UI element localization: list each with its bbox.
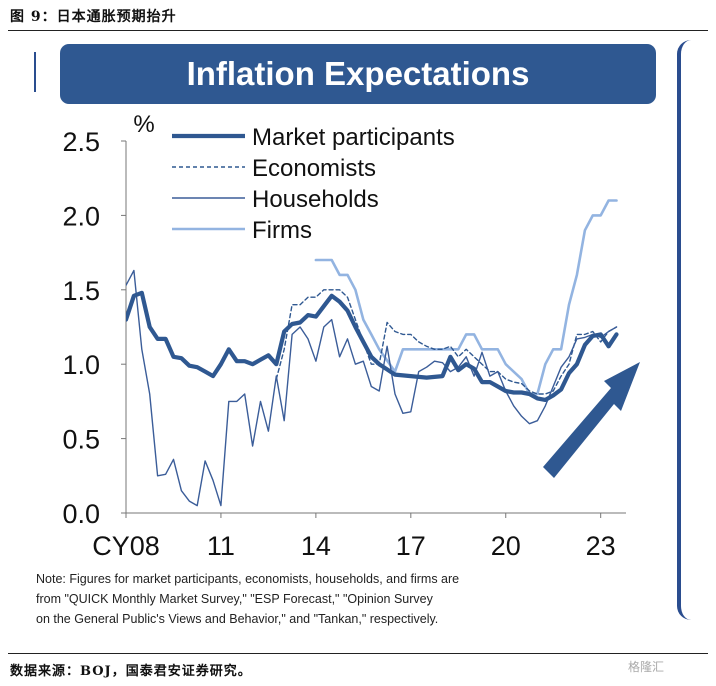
note-line: on the General Public's Views and Behavi… bbox=[36, 612, 439, 626]
top-rule bbox=[8, 30, 708, 31]
x-tick-label: 11 bbox=[207, 531, 235, 561]
legend-label-market-participants: Market participants bbox=[252, 124, 455, 151]
legend-label-economists: Economists bbox=[252, 155, 376, 182]
x-tick-label: 23 bbox=[586, 531, 616, 561]
y-tick-label: 0.5 bbox=[62, 425, 100, 455]
chart-title: Inflation Expectations bbox=[186, 55, 530, 92]
series-line-market-participants bbox=[126, 290, 619, 402]
chart-title-banner: Inflation Expectations bbox=[60, 44, 656, 104]
series-line-economists bbox=[275, 289, 618, 395]
chart-note: Note: Figures for market participants, e… bbox=[36, 569, 676, 629]
legend-label-firms: Firms bbox=[252, 217, 312, 244]
note-line: from "QUICK Monthly Market Survey," "ESP… bbox=[36, 592, 433, 606]
axes: 0.0 0.5 1.0 1.5 2.0 2.5 CY08 11 14 17 20 23% bbox=[62, 111, 626, 561]
bottom-rule bbox=[8, 653, 708, 654]
y-tick-label: 2.0 bbox=[62, 201, 100, 231]
arrow-shape bbox=[543, 362, 640, 478]
x-tick-label: 14 bbox=[301, 531, 331, 561]
y-tick-label: 0.0 bbox=[62, 499, 100, 529]
y-tick-label: 1.0 bbox=[62, 350, 100, 380]
source-text: 数据来源：BOJ，国泰君安证券研究。 bbox=[10, 664, 252, 679]
series-line-firms bbox=[314, 199, 618, 396]
left-frame-accent bbox=[34, 52, 42, 92]
y-tick-label: 2.5 bbox=[62, 127, 100, 157]
x-tick-label: CY08 bbox=[92, 531, 160, 561]
note-line: Note: Figures for market participants, e… bbox=[36, 572, 460, 586]
y-tick-label: 1.5 bbox=[62, 276, 100, 306]
x-tick-label: 17 bbox=[396, 531, 426, 561]
trend-arrow bbox=[543, 362, 640, 478]
legend: Market participants Economists Households F… bbox=[172, 124, 455, 244]
x-tick-label: 20 bbox=[491, 531, 521, 561]
series-layer bbox=[126, 199, 619, 507]
legend-label-households: Households bbox=[252, 186, 379, 213]
watermark: 格隆汇 bbox=[628, 660, 665, 674]
inflation-chart: 0.0 0.5 1.0 1.5 2.0 2.5 CY08 11 14 17 20 23% Market… bbox=[62, 111, 640, 561]
y-axis-label: % bbox=[133, 111, 154, 138]
right-frame-accent bbox=[677, 40, 695, 620]
series-line-households bbox=[126, 269, 618, 507]
figure-caption: 图 9：日本通胀预期抬升 bbox=[10, 9, 177, 25]
